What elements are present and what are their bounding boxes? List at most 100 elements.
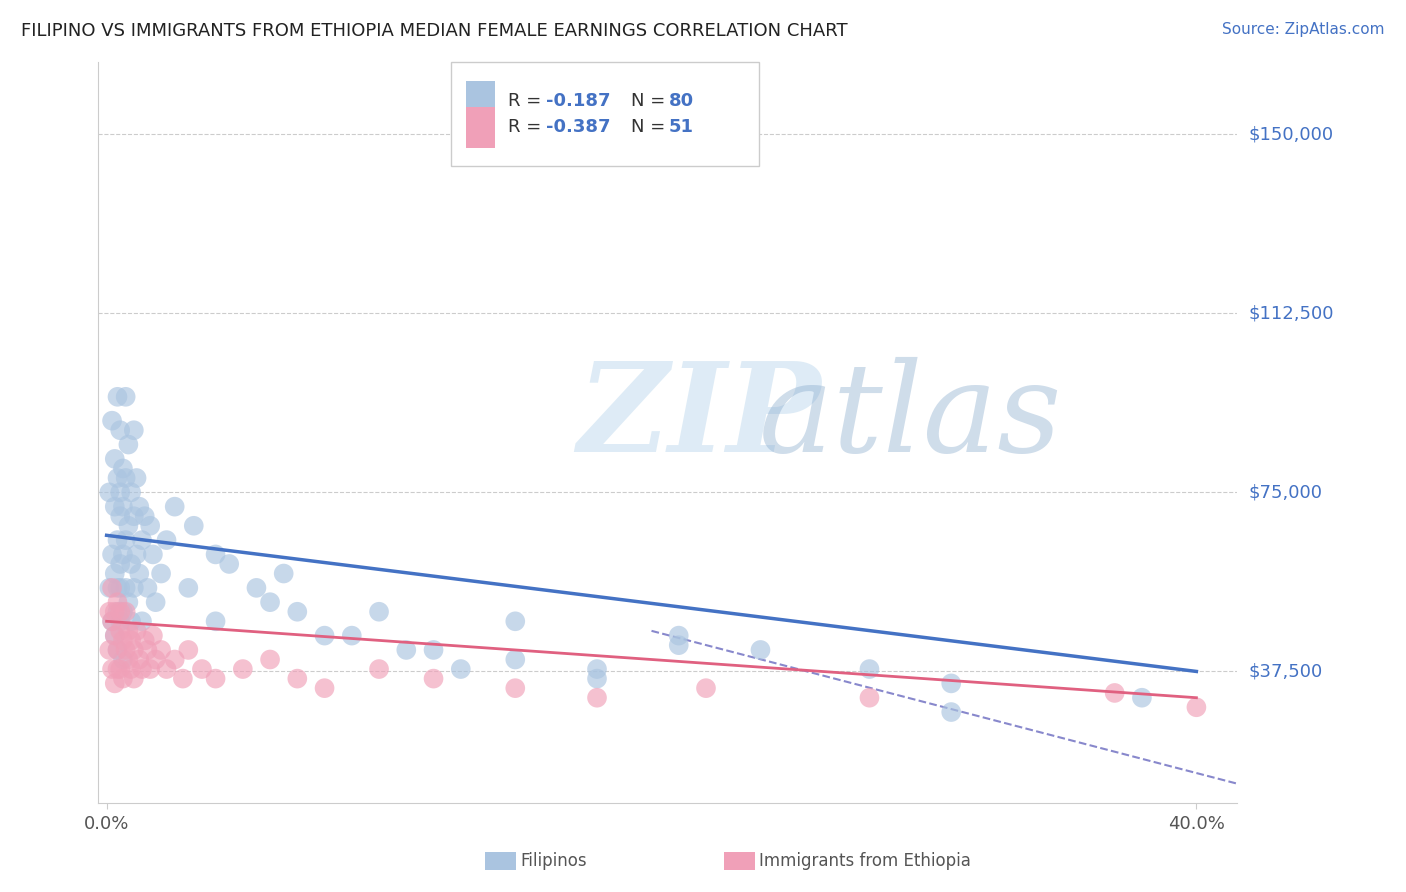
Point [104, 566, 127, 581]
Point [125, 548, 148, 562]
Point [172, 672, 194, 686]
Point [139, 518, 162, 533]
Point [107, 643, 129, 657]
Point [114, 643, 136, 657]
Point [117, 652, 139, 666]
Point [285, 672, 308, 686]
Point [131, 615, 153, 629]
FancyBboxPatch shape [467, 107, 495, 147]
Text: R =: R = [509, 119, 547, 136]
Point [150, 643, 173, 657]
Point [941, 705, 963, 719]
Point [273, 566, 295, 581]
Point [204, 615, 226, 629]
Text: Source: ZipAtlas.com: Source: ZipAtlas.com [1222, 22, 1385, 37]
Point [111, 548, 134, 562]
Text: 51: 51 [669, 119, 695, 136]
Point [204, 672, 226, 686]
Point [128, 500, 150, 514]
Point [858, 690, 880, 705]
Point [314, 681, 336, 695]
Point [145, 595, 167, 609]
Point [120, 615, 142, 629]
Point [117, 518, 139, 533]
Point [259, 595, 281, 609]
Point [125, 471, 148, 485]
Point [107, 581, 129, 595]
Point [586, 690, 609, 705]
Point [117, 624, 139, 638]
Point [110, 605, 132, 619]
Point [131, 533, 153, 547]
Text: Filipinos: Filipinos [520, 852, 586, 870]
Point [110, 662, 132, 676]
Point [110, 423, 132, 437]
Point [142, 548, 165, 562]
Point [110, 509, 132, 524]
Point [114, 390, 136, 404]
Point [668, 629, 690, 643]
Text: -0.387: -0.387 [546, 119, 610, 136]
Text: $75,000: $75,000 [1249, 483, 1323, 501]
Point [117, 595, 139, 609]
Text: $150,000: $150,000 [1249, 125, 1333, 143]
Point [145, 652, 167, 666]
Point [117, 437, 139, 451]
Point [114, 605, 136, 619]
Point [114, 533, 136, 547]
Point [104, 451, 127, 466]
Point [110, 615, 132, 629]
Point [122, 423, 145, 437]
Point [218, 557, 240, 571]
Point [204, 548, 226, 562]
Point [110, 557, 132, 571]
Text: N =: N = [631, 92, 672, 111]
Point [668, 638, 690, 652]
Point [368, 605, 391, 619]
Point [177, 643, 200, 657]
Point [104, 500, 127, 514]
Text: $112,500: $112,500 [1249, 304, 1334, 322]
Point [104, 605, 127, 619]
Point [695, 681, 717, 695]
Point [128, 566, 150, 581]
Point [131, 662, 153, 676]
Point [245, 581, 267, 595]
Text: ZIP: ZIP [576, 357, 821, 479]
Point [101, 548, 124, 562]
Point [285, 605, 308, 619]
Point [120, 557, 142, 571]
Point [142, 629, 165, 643]
Point [395, 643, 418, 657]
Point [136, 581, 159, 595]
Point [183, 518, 205, 533]
Point [98, 581, 121, 595]
Point [107, 595, 129, 609]
Text: 80: 80 [669, 92, 695, 111]
Point [120, 662, 142, 676]
Point [107, 643, 129, 657]
FancyBboxPatch shape [451, 62, 759, 166]
Point [422, 643, 444, 657]
Point [107, 662, 129, 676]
Point [122, 581, 145, 595]
Point [101, 615, 124, 629]
Text: atlas: atlas [759, 357, 1063, 479]
Text: R =: R = [509, 92, 547, 111]
Point [128, 652, 150, 666]
Point [104, 676, 127, 690]
Point [111, 633, 134, 648]
Point [232, 662, 254, 676]
Point [107, 605, 129, 619]
Point [586, 662, 609, 676]
Point [111, 652, 134, 666]
Point [1104, 686, 1126, 700]
Point [163, 500, 186, 514]
Point [858, 662, 880, 676]
Point [107, 390, 129, 404]
Point [150, 566, 173, 581]
Point [120, 485, 142, 500]
Point [98, 643, 121, 657]
Point [1185, 700, 1208, 714]
Point [98, 605, 121, 619]
